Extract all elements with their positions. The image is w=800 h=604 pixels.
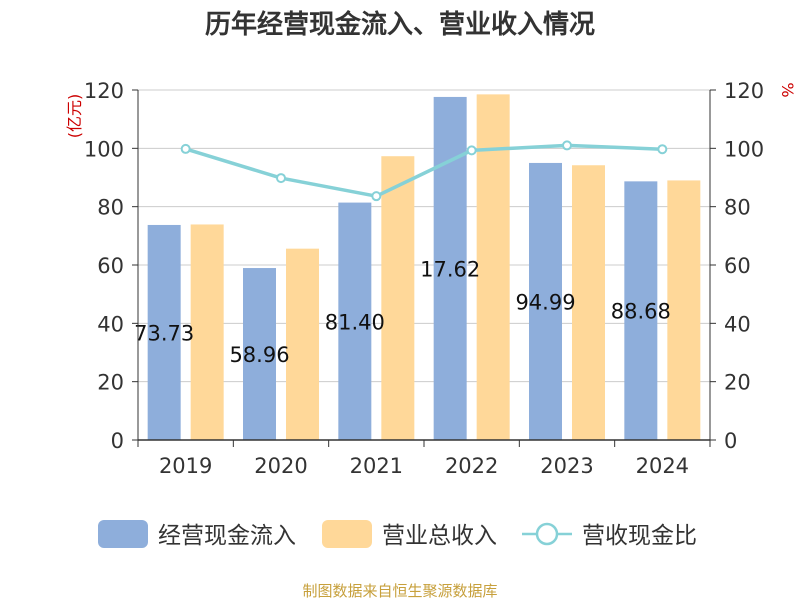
ratio-point bbox=[657, 144, 668, 155]
left-tick-label: 80 bbox=[97, 196, 124, 220]
legend-revenue-swatch bbox=[322, 520, 372, 548]
x-tick-label: 2022 bbox=[445, 454, 498, 478]
cash-inflow-data-label: 88.68 bbox=[611, 300, 671, 324]
x-tick-label: 2023 bbox=[540, 454, 593, 478]
x-tick-label: 2024 bbox=[636, 454, 689, 478]
left-tick-label: 40 bbox=[97, 312, 124, 336]
legend-label: 营业总收入 bbox=[382, 523, 497, 549]
revenue-bar bbox=[572, 165, 605, 440]
legend-ratio-marker bbox=[535, 522, 559, 546]
cash-inflow-bar bbox=[147, 224, 181, 440]
revenue-bar bbox=[286, 248, 319, 440]
left-axis-unit: (亿元) bbox=[65, 94, 84, 139]
ratio-point bbox=[180, 143, 191, 154]
right-tick-label: 40 bbox=[724, 312, 751, 336]
cash-inflow-bar bbox=[624, 181, 658, 440]
cash-inflow-bar bbox=[338, 202, 372, 440]
cash-inflow-data-label: 81.40 bbox=[325, 310, 385, 334]
cash-inflow-data-label: 73.73 bbox=[134, 321, 194, 345]
cash-inflow-bar bbox=[243, 268, 276, 440]
left-tick-label: 20 bbox=[97, 371, 124, 395]
legend-label: 营收现金比 bbox=[582, 523, 697, 549]
ratio-point bbox=[276, 173, 286, 184]
right-tick-label: 100 bbox=[724, 137, 764, 161]
left-tick-label: 0 bbox=[111, 429, 124, 453]
cash-inflow-data-label: 17.62 bbox=[420, 257, 480, 281]
left-tick-label: 100 bbox=[84, 137, 124, 161]
legend-label: 经营现金流入 bbox=[158, 523, 296, 549]
ratio-point bbox=[371, 191, 382, 202]
right-tick-label: 80 bbox=[724, 196, 751, 220]
ratio-line bbox=[185, 143, 663, 198]
revenue-bar bbox=[190, 224, 224, 440]
right-tick-label: 0 bbox=[724, 429, 737, 453]
revenue-bar bbox=[381, 156, 415, 441]
left-tick-label: 120 bbox=[84, 79, 124, 103]
cash-inflow-data-label: 94.99 bbox=[515, 290, 575, 314]
left-tick-label: 60 bbox=[97, 254, 124, 278]
x-tick-label: 2019 bbox=[159, 454, 212, 478]
right-tick-label: 20 bbox=[724, 371, 751, 395]
revenue-bar bbox=[667, 180, 701, 440]
legend-cash-inflow-swatch bbox=[98, 520, 148, 548]
chart-title: 历年经营现金流入、营业收入情况 bbox=[205, 9, 595, 40]
cash-inflow-bar bbox=[529, 162, 562, 440]
ratio-point bbox=[466, 145, 477, 156]
cash-inflow-data-label: 58.96 bbox=[229, 343, 289, 367]
right-axis-unit: % bbox=[778, 82, 797, 97]
source-note: 制图数据来自恒生聚源数据库 bbox=[302, 582, 497, 600]
ratio-point bbox=[562, 140, 572, 151]
revenue-bar bbox=[476, 94, 510, 440]
x-tick-label: 2020 bbox=[254, 454, 307, 478]
right-tick-label: 60 bbox=[724, 254, 751, 278]
right-tick-label: 120 bbox=[724, 79, 764, 103]
x-tick-label: 2021 bbox=[350, 454, 403, 478]
